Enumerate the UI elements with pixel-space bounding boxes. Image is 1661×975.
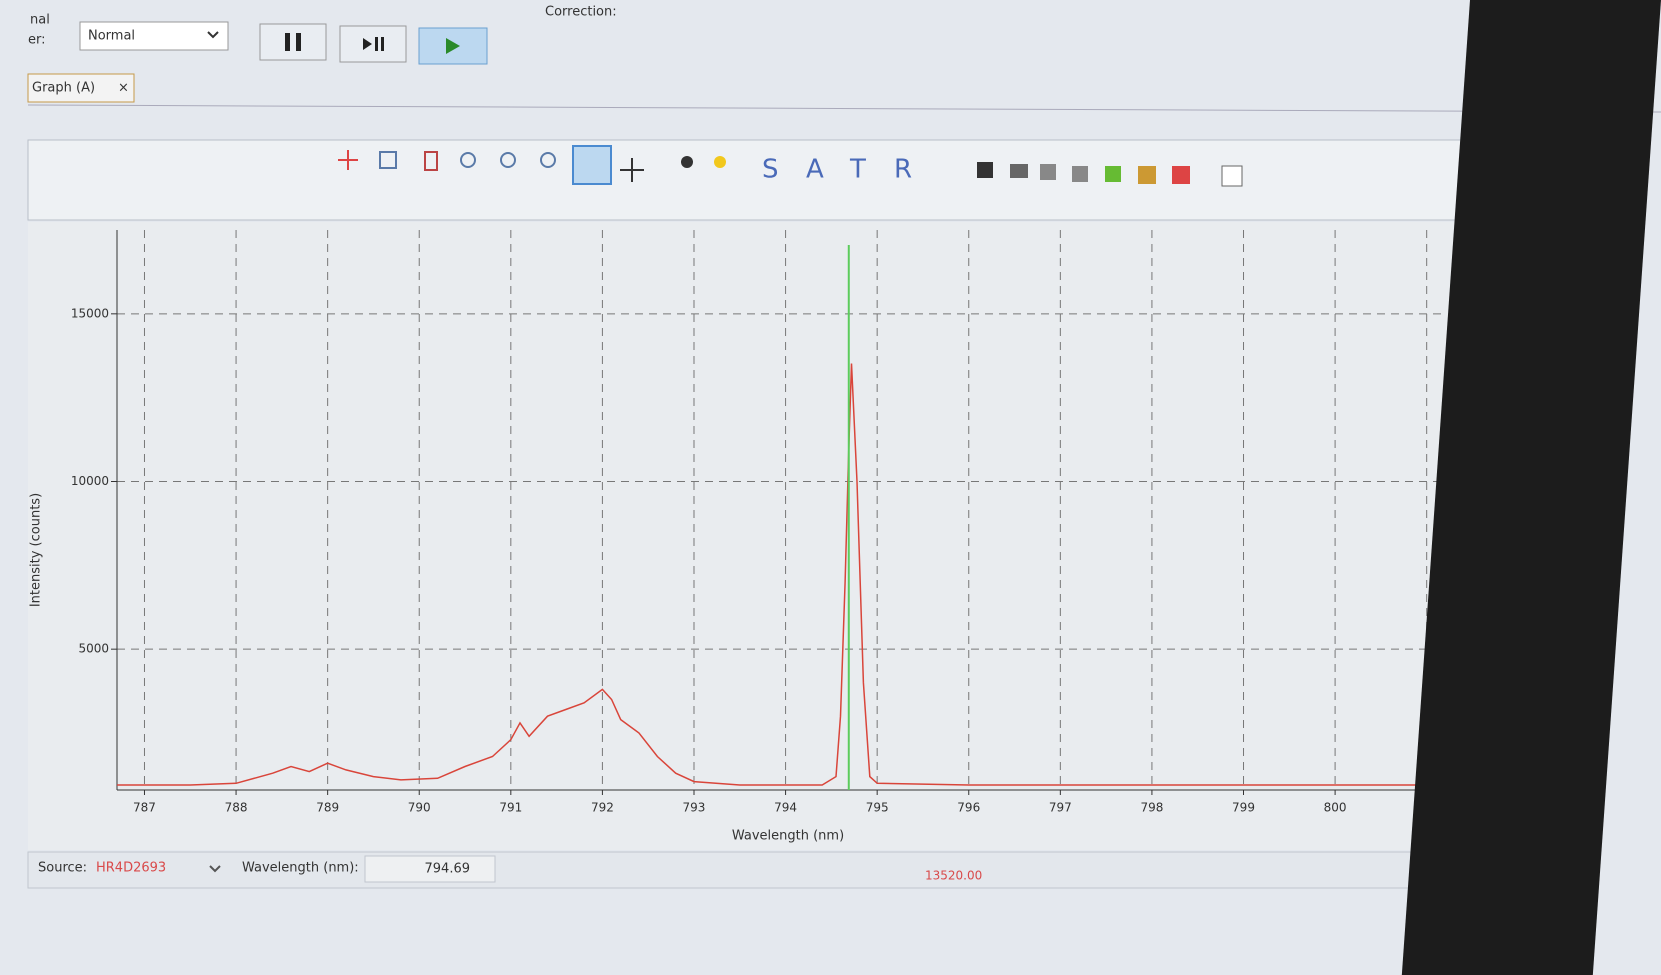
page: nal er: Normal Correction: Graph (A) × S… (0, 0, 1661, 975)
icon (285, 33, 290, 51)
menu-button[interactable] (1222, 166, 1242, 186)
x-tick-label: 790 (408, 801, 431, 815)
x-tick-label: 792 (591, 801, 614, 815)
wavelength-label: Wavelength (nm): (242, 861, 359, 876)
mode-label: er: (28, 33, 46, 48)
tool-letter[interactable]: T (849, 155, 866, 185)
icon[interactable] (714, 156, 726, 168)
x-tick-label: 788 (225, 801, 248, 815)
x-tick-label: 789 (316, 801, 339, 815)
icon[interactable] (1040, 164, 1056, 180)
plot-panel (28, 222, 1536, 850)
icon[interactable] (1138, 166, 1156, 184)
wavelength-value: 794.69 (425, 862, 471, 877)
mode-label: nal (30, 13, 50, 28)
x-tick-label: 787 (133, 801, 156, 815)
y-tick-label: 15000 (71, 306, 109, 320)
pause-button[interactable] (260, 24, 326, 60)
x-tick-label: 795 (866, 801, 889, 815)
tab-title: Graph (A) (32, 81, 95, 96)
tool-letter[interactable]: S (762, 155, 779, 185)
x-axis-label: Wavelength (nm) (732, 829, 844, 844)
step-button[interactable] (340, 26, 406, 62)
y-tick-label: 10000 (71, 474, 109, 488)
y-tick-label: 5000 (78, 642, 109, 656)
icon (296, 33, 301, 51)
x-tick-label: 800 (1324, 801, 1347, 815)
x-tick-label: 794 (774, 801, 797, 815)
x-tick-label: 797 (1049, 801, 1072, 815)
tool-letter[interactable]: R (894, 155, 912, 185)
tool-letter[interactable]: A (806, 155, 824, 185)
icon[interactable] (681, 156, 693, 168)
icon[interactable] (977, 162, 993, 178)
source-value[interactable]: HR4D2693 (96, 861, 166, 876)
app-window: nal er: Normal Correction: Graph (A) × S… (0, 0, 1661, 975)
icon[interactable] (1010, 164, 1028, 178)
x-tick-label: 798 (1140, 801, 1163, 815)
intensity-value: 13520.00 (925, 869, 982, 883)
x-tick-label: 793 (683, 801, 706, 815)
source-label: Source: (38, 861, 87, 876)
y-axis-label: Intensity (counts) (29, 493, 44, 607)
icon[interactable] (1105, 166, 1121, 182)
icon[interactable] (1172, 166, 1190, 184)
icon[interactable] (1072, 166, 1088, 182)
correction-label: Correction: (545, 5, 617, 20)
icon[interactable] (573, 146, 611, 184)
mode-value: Normal (88, 29, 135, 44)
x-tick-label: 791 (499, 801, 522, 815)
tab-close[interactable]: × (118, 81, 129, 96)
graph-toolbar (28, 140, 1536, 220)
x-tick-label: 796 (957, 801, 980, 815)
x-tick-label: 799 (1232, 801, 1255, 815)
